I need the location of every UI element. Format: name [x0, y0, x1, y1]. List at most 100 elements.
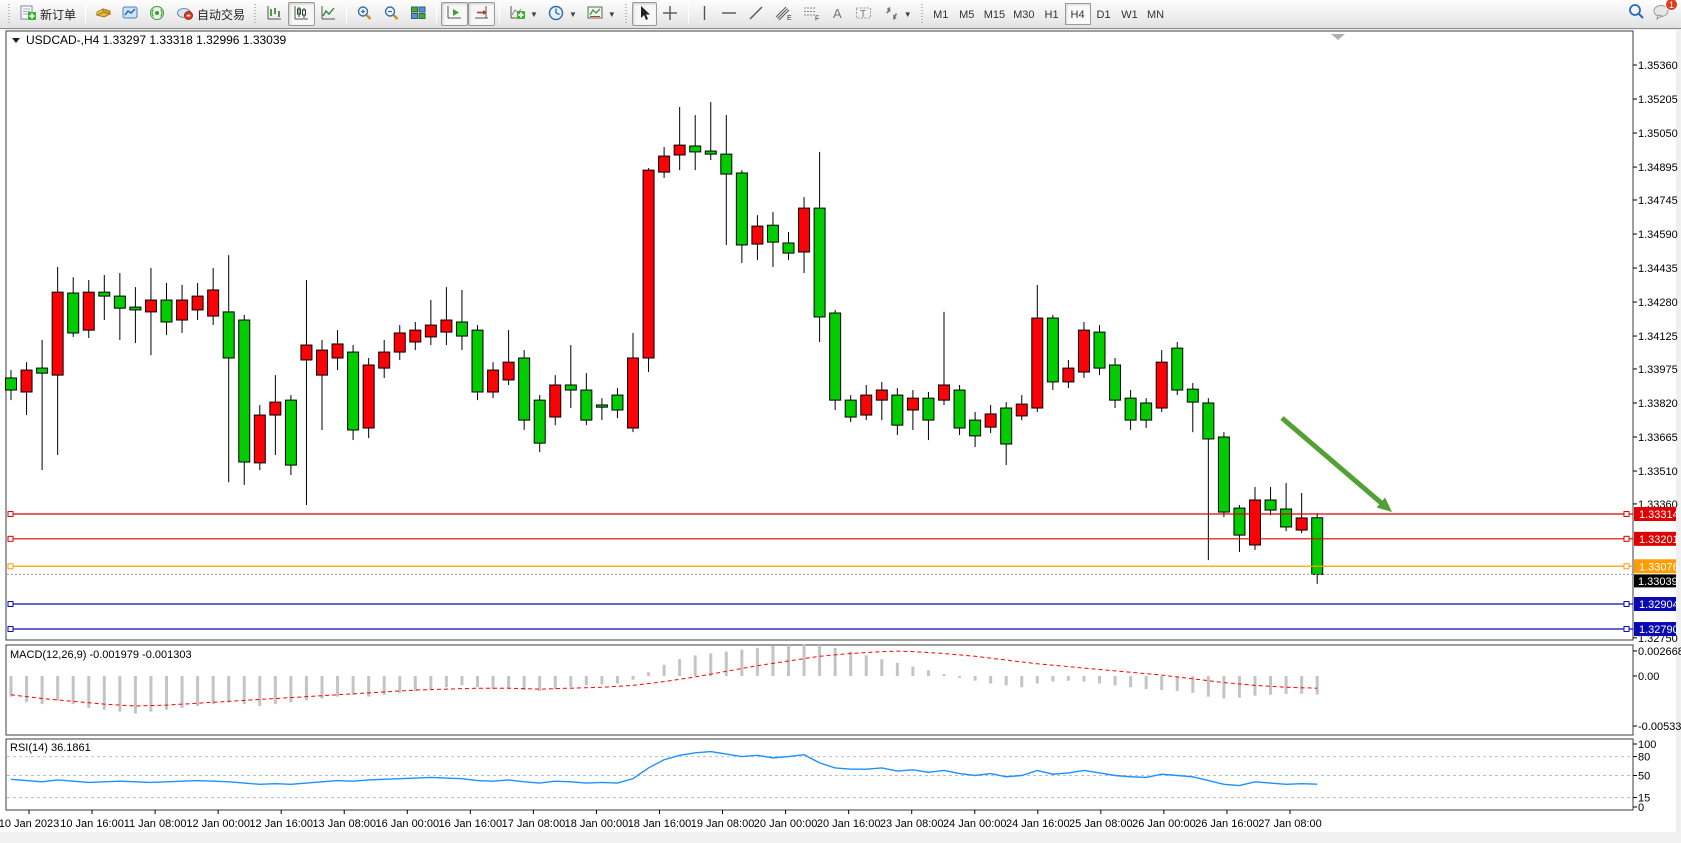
- bull-candle: [1155, 361, 1168, 409]
- candlestick-chart-icon: [293, 5, 310, 24]
- level-handle-right[interactable]: [1623, 511, 1630, 518]
- text-label-button[interactable]: T: [850, 2, 878, 26]
- chart-canvas[interactable]: 1.35360 1.35205 1.35050 1.34895 1.34745 1.345…: [0, 30, 1681, 838]
- signal-button[interactable]: [144, 2, 171, 26]
- charts-button[interactable]: [117, 2, 144, 26]
- toolbar-grip[interactable]: [919, 4, 925, 24]
- price-tick-label: 1.33665: [1638, 432, 1678, 444]
- periods-button[interactable]: ▼: [543, 2, 582, 26]
- current-price-text: 1.33039: [1638, 576, 1678, 588]
- time-tick-label: 26 Jan 16:00: [1195, 818, 1259, 830]
- bull-candle: [20, 369, 33, 393]
- time-tick-label: 13 Jan 08:00: [312, 818, 376, 830]
- arrows-button[interactable]: ▼: [878, 2, 917, 26]
- price-tick-label: 1.34590: [1638, 229, 1678, 241]
- level-handle-right[interactable]: [1623, 535, 1630, 542]
- cursor-button[interactable]: [631, 2, 657, 26]
- horizontal-line-button[interactable]: [716, 2, 743, 26]
- level-handle-left[interactable]: [7, 626, 14, 633]
- trendline-button[interactable]: [743, 2, 770, 26]
- new-order-button[interactable]: 新订单: [15, 2, 81, 26]
- price-tick-label: 1.33510: [1638, 466, 1678, 478]
- price-tick-label: 1.35205: [1638, 94, 1678, 106]
- time-tick-label: 18 Jan 00:00: [565, 818, 629, 830]
- market-watch-button[interactable]: [90, 2, 117, 26]
- bull-candle: [642, 169, 655, 359]
- tile-windows-button[interactable]: [405, 2, 432, 26]
- horizontal-line-icon: [721, 5, 738, 24]
- horizontal-level-line[interactable]: 1.32790: [7, 622, 1679, 637]
- auto-scroll-icon: [446, 5, 463, 24]
- toolbar-grip[interactable]: [253, 4, 259, 24]
- bear-candle: [113, 295, 126, 309]
- chart-shift-marker[interactable]: [1331, 34, 1345, 40]
- timeframe-H1[interactable]: H1: [1044, 9, 1059, 21]
- horizontal-level-line[interactable]: 1.33201: [7, 531, 1679, 546]
- time-tick-label: 17 Jan 08:00: [502, 818, 566, 830]
- bear-candle: [813, 207, 826, 318]
- notifications-icon[interactable]: 1: [1653, 0, 1678, 25]
- current-price-badge: 1.33039: [1634, 574, 1678, 588]
- auto-scroll-button[interactable]: [441, 2, 469, 26]
- bear-candle: [98, 291, 111, 297]
- bear-candle: [953, 389, 966, 429]
- bar-chart-button[interactable]: [261, 2, 288, 26]
- templates-button[interactable]: ▼: [582, 2, 621, 26]
- timeframe-M1[interactable]: M1: [933, 9, 949, 21]
- tile-windows-icon: [410, 5, 427, 24]
- timeframe-M30[interactable]: M30: [1013, 9, 1035, 21]
- trend-arrow[interactable]: [1280, 416, 1392, 512]
- bear-candle: [1000, 407, 1013, 445]
- crosshair-button[interactable]: [657, 2, 684, 26]
- level-handle-right[interactable]: [1623, 601, 1630, 608]
- time-tick-label: 12 Jan 00:00: [186, 818, 250, 830]
- zoom-in-icon: [356, 5, 373, 24]
- auto-trading-button[interactable]: 自动交易: [171, 2, 250, 26]
- level-handle-left[interactable]: [7, 511, 14, 518]
- bear-candle: [160, 299, 173, 323]
- zoom-out-button[interactable]: [378, 2, 405, 26]
- fibonacci-button[interactable]: F: [798, 2, 826, 26]
- time-tick-label: 24 Jan 16:00: [1006, 818, 1070, 830]
- timeframe-H4[interactable]: H4: [1064, 3, 1091, 25]
- main-toolbar: 新订单 自动交易: [0, 0, 1681, 29]
- bull-candle: [331, 343, 344, 359]
- rsi-tick-label: 50: [1638, 771, 1650, 783]
- equidistant-channel-button[interactable]: E: [770, 2, 798, 26]
- level-price-text: 1.33201: [1639, 534, 1679, 546]
- level-handle-right[interactable]: [1623, 563, 1630, 570]
- chart-shift-button[interactable]: [468, 2, 496, 26]
- bull-candle: [207, 289, 220, 317]
- toolbar-grip[interactable]: [623, 4, 629, 24]
- bear-candle: [720, 153, 733, 175]
- level-price-text: 1.32790: [1639, 624, 1679, 636]
- symbol-dropdown-icon[interactable]: [12, 38, 20, 43]
- timeframe-W1[interactable]: W1: [1121, 9, 1138, 21]
- timeframe-MN[interactable]: MN: [1146, 9, 1165, 21]
- timeframe-M15[interactable]: M15: [983, 9, 1006, 21]
- horizontal-level-line[interactable]: 1.33314: [7, 507, 1679, 522]
- level-handle-left[interactable]: [7, 563, 14, 570]
- crosshair-icon: [662, 5, 679, 24]
- indicators-button[interactable]: ▼: [504, 2, 543, 26]
- toolbar-grip[interactable]: [7, 4, 12, 24]
- text-button[interactable]: A: [826, 2, 850, 26]
- horizontal-level-line[interactable]: 1.32904: [7, 597, 1679, 612]
- bear-candle: [922, 397, 935, 421]
- vertical-line-button[interactable]: [693, 2, 716, 26]
- right-margin: [1676, 30, 1681, 838]
- timeframe-D1[interactable]: D1: [1096, 9, 1111, 21]
- bear-candle: [1186, 388, 1199, 403]
- timeframe-M5[interactable]: M5: [959, 9, 975, 21]
- line-chart-button[interactable]: [315, 2, 342, 26]
- level-handle-left[interactable]: [7, 535, 14, 542]
- search-icon[interactable]: [1627, 3, 1645, 25]
- zoom-in-button[interactable]: [351, 2, 378, 26]
- cursor-icon: [637, 5, 652, 24]
- horizontal-level-line[interactable]: 1.33076: [7, 559, 1679, 574]
- candlestick-chart-button[interactable]: [288, 2, 316, 26]
- level-handle-right[interactable]: [1623, 626, 1630, 633]
- level-handle-left[interactable]: [7, 601, 14, 608]
- bear-candle: [1171, 347, 1184, 391]
- macd-tick-label: 0.002668: [1638, 646, 1681, 658]
